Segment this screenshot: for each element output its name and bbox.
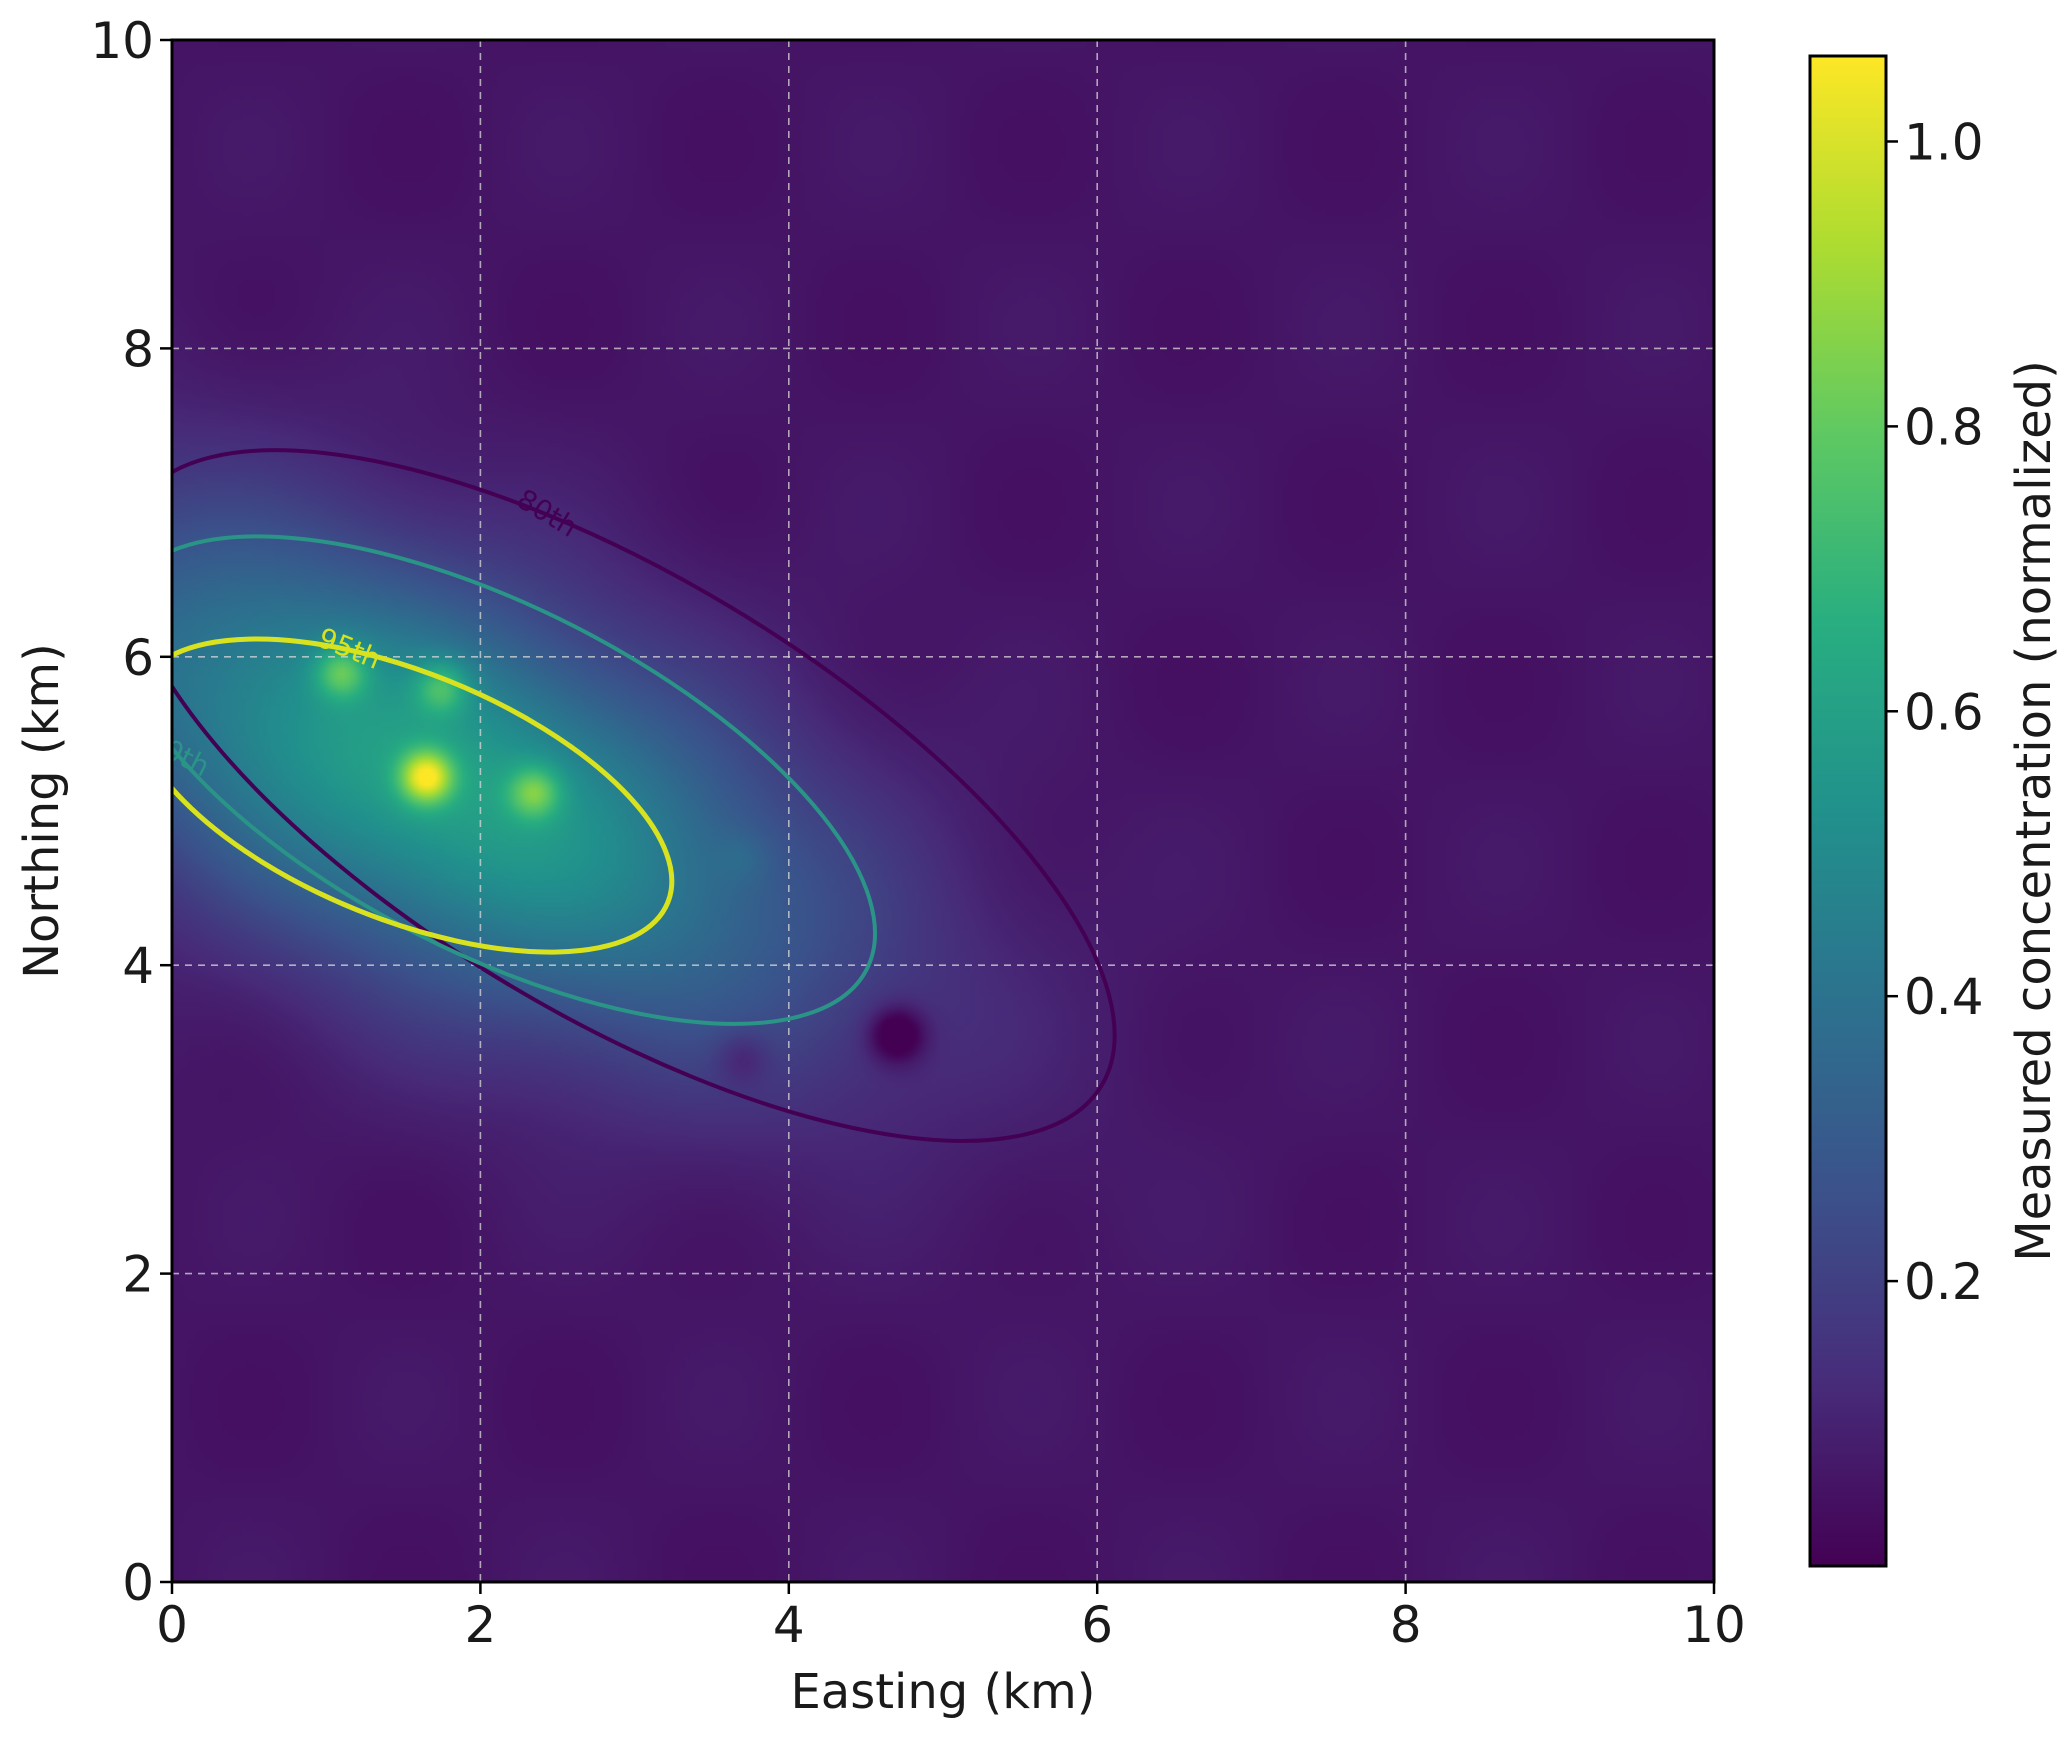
x-tick-label: 10 (1682, 1596, 1746, 1654)
contour-lines (172, 448, 1117, 1143)
y-tick-label: 0 (122, 1554, 154, 1612)
x-axis-label: Easting (km) (790, 1664, 1095, 1720)
y-tick-label: 8 (122, 320, 154, 378)
x-tick-label: 4 (773, 1596, 805, 1654)
x-axis-ticks: 0 2 4 6 8 10 (156, 1582, 1746, 1654)
grid-lines (172, 40, 1714, 1582)
colorbar-ticks: 0.2 0.4 0.6 0.8 1.0 (1886, 113, 1984, 1311)
x-tick-label: 0 (156, 1596, 188, 1654)
y-tick-label: 10 (90, 12, 154, 70)
y-axis-label: Northing (km) (14, 643, 70, 979)
heatmap-image (172, 40, 1714, 1582)
y-tick-label: 2 (122, 1246, 154, 1304)
plot-frame (170, 38, 1716, 1584)
colorbar-tick-label: 1.0 (1904, 113, 1984, 171)
x-tick-label: 6 (1081, 1596, 1113, 1654)
y-axis-ticks: 0 2 4 6 8 10 (90, 12, 172, 1612)
x-tick-label: 8 (1390, 1596, 1422, 1654)
colorbar-tick-label: 0.4 (1904, 968, 1984, 1026)
colorbar-label: Measured concentration (normalized) (2006, 360, 2062, 1262)
y-tick-label: 6 (122, 629, 154, 687)
colorbar: 0.2 0.4 0.6 0.8 1.0 Measured concentration (… (1808, 54, 2062, 1568)
colorbar-tick-label: 0.6 (1904, 683, 1984, 741)
colorbar-tick-label: 0.8 (1904, 398, 1984, 456)
x-tick-label: 2 (464, 1596, 496, 1654)
colorbar-tick-label: 0.2 (1904, 1253, 1984, 1311)
contour-95th (172, 636, 675, 955)
colorbar-gradient (1808, 54, 1888, 1568)
contour-90th (172, 534, 877, 1026)
y-tick-label: 4 (122, 937, 154, 995)
contour-80th (172, 448, 1117, 1143)
